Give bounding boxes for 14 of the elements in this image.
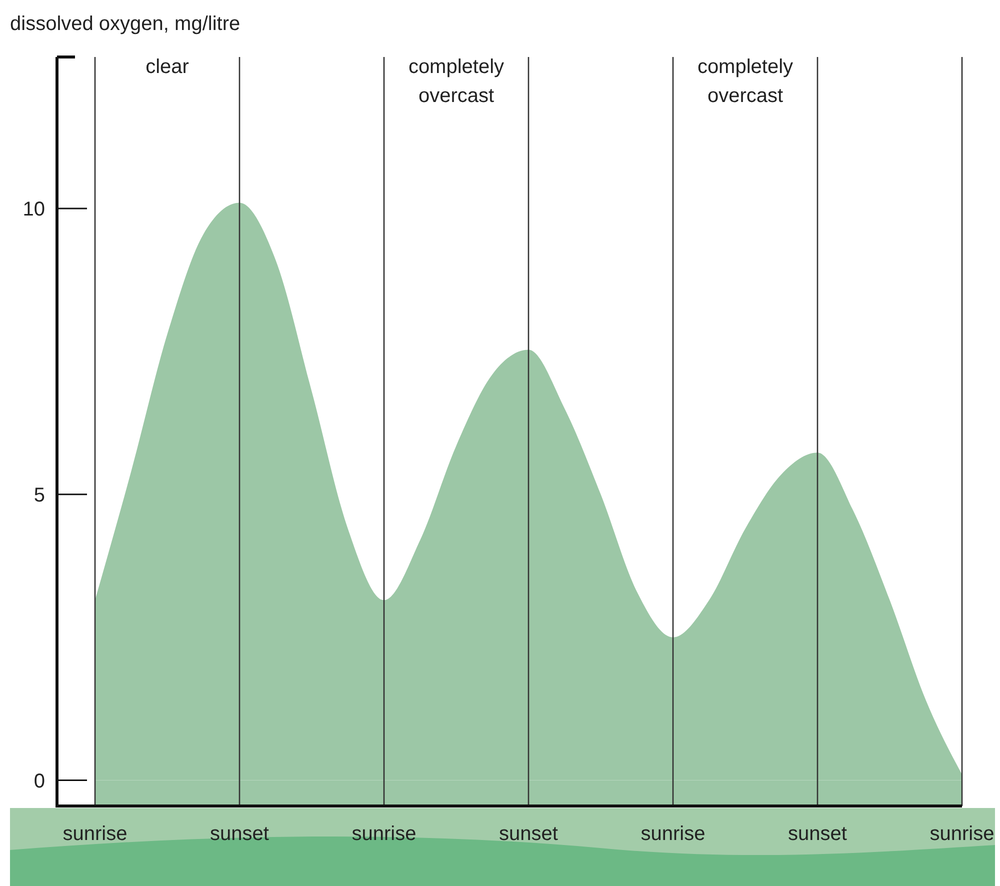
annotation: completely overcast [408,56,504,107]
x-tick-label: sunset [788,823,848,845]
x-tick-label: sunset [499,823,558,845]
x-tick-label: sunrise [930,823,994,845]
y-tick-label: 10 [22,198,45,221]
x-tick-label: sunrise [352,823,416,845]
x-tick-label: sunset [210,823,270,845]
annotation: completely overcast [697,56,794,107]
y-axis-title: dissolved oxygen, mg/litre [10,13,240,35]
annotation: clear [146,56,190,78]
x-tick-label: sunrise [640,823,706,845]
y-tick-label: 0 [34,770,45,792]
y-tick-label: 5 [34,484,45,506]
x-tick-label: sunrise [62,823,128,845]
